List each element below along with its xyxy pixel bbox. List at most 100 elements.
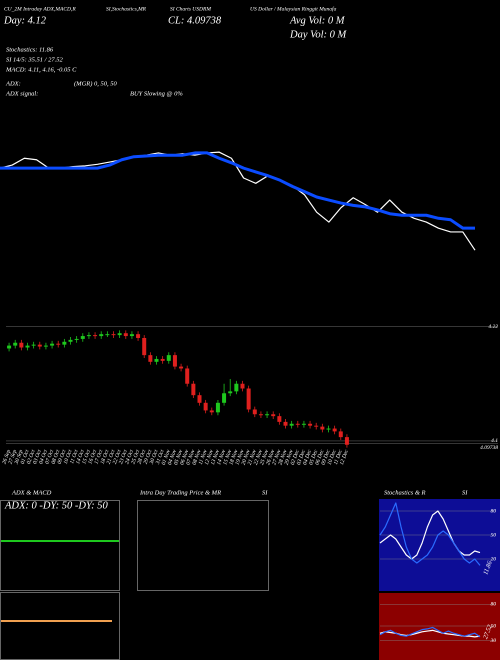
- y-tick-label: 50: [491, 623, 497, 629]
- candle-body: [197, 395, 202, 403]
- x-tick-label: 28 Nov: [278, 449, 289, 466]
- candle-body: [246, 388, 251, 410]
- y-tick-label: 80: [491, 602, 497, 608]
- x-tick-label: 21 Nov: [247, 449, 258, 466]
- candle-body: [117, 333, 122, 336]
- x-tick-label: 19 Nov: [235, 449, 246, 466]
- candle-body: [277, 416, 282, 422]
- x-tick-label: 15 Nov: [222, 449, 233, 466]
- panel-title: SI: [462, 489, 468, 496]
- candle-body: [338, 431, 343, 438]
- candle-body: [172, 355, 177, 367]
- panel-title: ADX & MACD: [11, 489, 52, 496]
- x-tick-label: 05 Dec: [308, 449, 319, 466]
- annotation: 27.52: [482, 623, 494, 640]
- x-tick-label: 23 Oct: [118, 449, 129, 465]
- info-text: ADX signal:: [5, 90, 38, 97]
- x-tick-label: 05 Nov: [173, 449, 184, 466]
- x-tick-label: 11 Nov: [198, 449, 209, 466]
- candle-body: [308, 423, 313, 426]
- x-tick-label: 30 Sep: [13, 449, 24, 466]
- info-text: BUY Slowing @ 0%: [130, 90, 183, 97]
- series-line: [0, 151, 476, 251]
- y-tick-label: 4.1: [491, 437, 498, 444]
- candle-body: [129, 334, 134, 337]
- x-tick-label: 01 Oct: [20, 449, 31, 465]
- macd-panel: [0, 592, 120, 660]
- candle-body: [314, 425, 319, 427]
- candle-body: [56, 343, 61, 345]
- candle-body: [258, 414, 263, 416]
- x-tick-label: 25 Nov: [259, 449, 270, 466]
- series-line: [379, 510, 481, 560]
- y-tick-label: 4.09738: [480, 444, 498, 451]
- x-tick-label: 29 Oct: [143, 449, 154, 465]
- header-text: CU_2M Intraday ADX,MACD,R: [4, 6, 76, 12]
- x-tick-label: 02 Dec: [290, 449, 301, 466]
- y-tick-label: 4.22: [488, 323, 498, 330]
- x-tick-label: 08 Nov: [192, 449, 203, 466]
- candle-body: [283, 421, 288, 426]
- series-line: [379, 502, 481, 566]
- x-tick-label: 02 Oct: [26, 449, 37, 465]
- candle-body: [123, 333, 128, 337]
- x-tick-label: 11 Oct: [69, 449, 80, 465]
- x-tick-label: 14 Oct: [74, 448, 86, 465]
- x-tick-label: 24 Oct: [123, 448, 135, 465]
- candle-body: [209, 410, 214, 413]
- x-tick-label: 08 Oct: [51, 449, 62, 465]
- x-tick-label: 03 Oct: [32, 449, 43, 465]
- day-volume: Day Vol: 0 M: [289, 29, 348, 40]
- info-text: SI 14/5: 35.51 / 27.52: [6, 56, 63, 63]
- candle-body: [301, 423, 306, 425]
- candle-body: [62, 341, 67, 345]
- candle-body: [99, 334, 104, 337]
- candle-body: [50, 343, 55, 346]
- candle-body: [185, 368, 190, 384]
- close-price: CL: 4.09738: [168, 15, 222, 26]
- candle-body: [203, 402, 208, 411]
- x-tick-label: 07 Oct: [44, 449, 55, 465]
- candle-body: [142, 337, 147, 356]
- candle-body: [191, 383, 196, 396]
- x-tick-label: 06 Nov: [179, 449, 190, 466]
- x-tick-label: 17 Oct: [94, 449, 105, 465]
- annotation: 11.86: [482, 559, 494, 575]
- y-tick-label: 30: [490, 638, 497, 644]
- candle-body: [215, 402, 220, 413]
- info-text: Stochastics: 11.86: [6, 46, 54, 53]
- candle-body: [222, 393, 227, 403]
- x-tick-label: 12 Dec: [339, 449, 350, 466]
- header-text: SI Charts USDRM: [170, 6, 211, 12]
- info-text: MACD: 4.11, 4.16, -0.05 C: [5, 66, 77, 73]
- candle-body: [19, 342, 24, 348]
- adx-text: ADX: 0 -DY: 50 -DY: 50: [4, 500, 108, 511]
- info-text: (MGR) 0, 50, 50: [74, 80, 118, 87]
- candle-body: [136, 334, 141, 338]
- candle-body: [31, 344, 36, 346]
- x-tick-label: 18 Nov: [228, 449, 239, 466]
- x-tick-label: 30 Oct: [149, 449, 160, 466]
- x-tick-label: 09 Oct: [57, 449, 68, 465]
- rsi-panel: [379, 593, 500, 660]
- x-tick-label: 27 Sep: [8, 449, 19, 465]
- candle-body: [37, 344, 42, 347]
- x-tick-label: 22 Oct: [112, 449, 123, 465]
- candle-body: [148, 355, 153, 362]
- x-tick-label: 28 Oct: [137, 449, 148, 465]
- x-tick-label: 26 Nov: [265, 449, 276, 466]
- x-tick-label: 01 Nov: [161, 449, 172, 466]
- x-tick-label: 25 Oct: [130, 449, 141, 465]
- candle-body: [111, 334, 116, 336]
- x-tick-label: 09 Dec: [321, 449, 332, 466]
- candle-body: [240, 383, 245, 389]
- x-tick-label: 27 Nov: [271, 449, 282, 466]
- y-tick-label: 20: [491, 556, 497, 562]
- candle-body: [344, 437, 349, 445]
- x-tick-label: 26 Sep: [1, 449, 12, 465]
- intraday-panel: [137, 500, 269, 591]
- panel-title: Stochastics & R: [384, 489, 426, 496]
- candle-body: [25, 345, 30, 348]
